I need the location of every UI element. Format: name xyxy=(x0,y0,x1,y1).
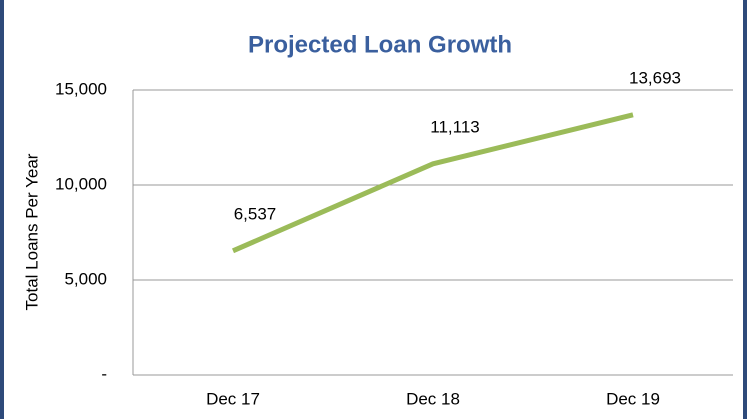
x-tick-label: Dec 17 xyxy=(206,389,260,408)
border-left xyxy=(0,0,4,419)
chart-title: Projected Loan Growth xyxy=(248,31,512,58)
y-tick-label: 5,000 xyxy=(64,269,107,288)
x-tick-label: Dec 19 xyxy=(606,389,660,408)
data-label: 6,537 xyxy=(234,204,277,223)
data-label: 13,693 xyxy=(629,68,681,87)
border-right xyxy=(743,0,747,419)
y-tick-label: - xyxy=(101,364,107,383)
y-tick-label: 10,000 xyxy=(55,174,107,193)
x-tick-label: Dec 18 xyxy=(406,389,460,408)
line xyxy=(232,112,634,254)
y-tick-label: 15,000 xyxy=(55,79,107,98)
data-label: 11,113 xyxy=(430,117,479,136)
y-axis-label: Total Loans Per Year xyxy=(22,153,41,310)
